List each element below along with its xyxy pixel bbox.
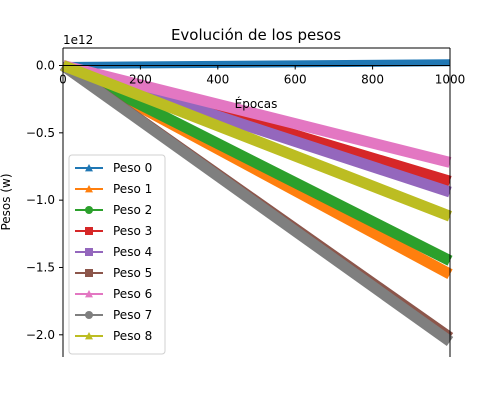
series-7: [59, 61, 454, 347]
x-tick-label-4: 800: [361, 73, 384, 87]
series-line-6: [61, 60, 452, 168]
chart-title: Evolución de los pesos: [171, 26, 341, 44]
legend-label-4: Peso 4: [113, 245, 152, 259]
legend-item-5: Peso 5: [75, 266, 152, 280]
offset-text: 1e12: [63, 33, 93, 47]
legend-marker-5: [85, 269, 93, 277]
y-tick-label-0: 0.0: [36, 59, 55, 73]
legend-marker-0: [85, 164, 93, 172]
legend-label-2: Peso 2: [113, 203, 152, 217]
legend-box: [68, 154, 166, 355]
legend-marker-3: [85, 227, 93, 235]
legend-label-1: Peso 1: [113, 182, 152, 196]
legend-marker-2: [85, 206, 93, 214]
legend-item-7: Peso 7: [75, 308, 152, 322]
legend-label-3: Peso 3: [113, 224, 152, 238]
legend-item-6: Peso 6: [75, 287, 152, 301]
y-tick-label-1: −0.5: [26, 126, 55, 140]
x-axis-label: Épocas: [235, 96, 278, 111]
legend-item-3: Peso 3: [75, 224, 152, 238]
y-tick-label-3: −1.5: [26, 260, 55, 274]
series-2: [60, 60, 453, 266]
x-tick-label-3: 600: [284, 73, 307, 87]
series-6: [61, 60, 452, 168]
legend-label-7: Peso 7: [113, 308, 152, 322]
legend-item-8: Peso 8: [75, 329, 152, 343]
x-tick-label-2: 400: [206, 73, 229, 87]
y-axis-label: Pesos (w): [0, 173, 13, 230]
legend-label-6: Peso 6: [113, 287, 152, 301]
y-tick-label-4: −2.0: [26, 328, 55, 342]
legend-marker-1: [85, 185, 93, 193]
legend-marker-4: [85, 248, 93, 256]
series-line-2: [60, 60, 453, 266]
series-line-7: [59, 61, 454, 347]
legend-item-2: Peso 2: [75, 203, 152, 217]
axes-layer: 0 200 400 600 800 1000 0.0 −0.5 −1.0 −1.5 −2.0: [26, 47, 466, 357]
legend-item-1: Peso 1: [75, 182, 152, 196]
y-tick-label-2: −1.0: [26, 193, 55, 207]
series-line-8: [61, 60, 452, 222]
legend-label-8: Peso 8: [113, 329, 152, 343]
series-layer: [59, 59, 454, 347]
x-tick-label-0: 0: [59, 73, 67, 87]
legend-item-0: Peso 0: [75, 161, 152, 175]
legend-marker-7: [85, 311, 93, 319]
legend-item-4: Peso 4: [75, 245, 152, 259]
series-8: [61, 60, 452, 222]
legend-label-5: Peso 5: [113, 266, 152, 280]
x-tick-label-1: 200: [129, 73, 152, 87]
legend-marker-6: [85, 290, 93, 298]
legend-label-0: Peso 0: [113, 161, 152, 175]
legend: Peso 0 Peso 1 Peso 2 Peso 3 Peso 4 Peso 5 Peso…: [68, 154, 166, 355]
legend-marker-8: [85, 332, 93, 340]
x-tick-label-5: 1000: [435, 73, 466, 87]
